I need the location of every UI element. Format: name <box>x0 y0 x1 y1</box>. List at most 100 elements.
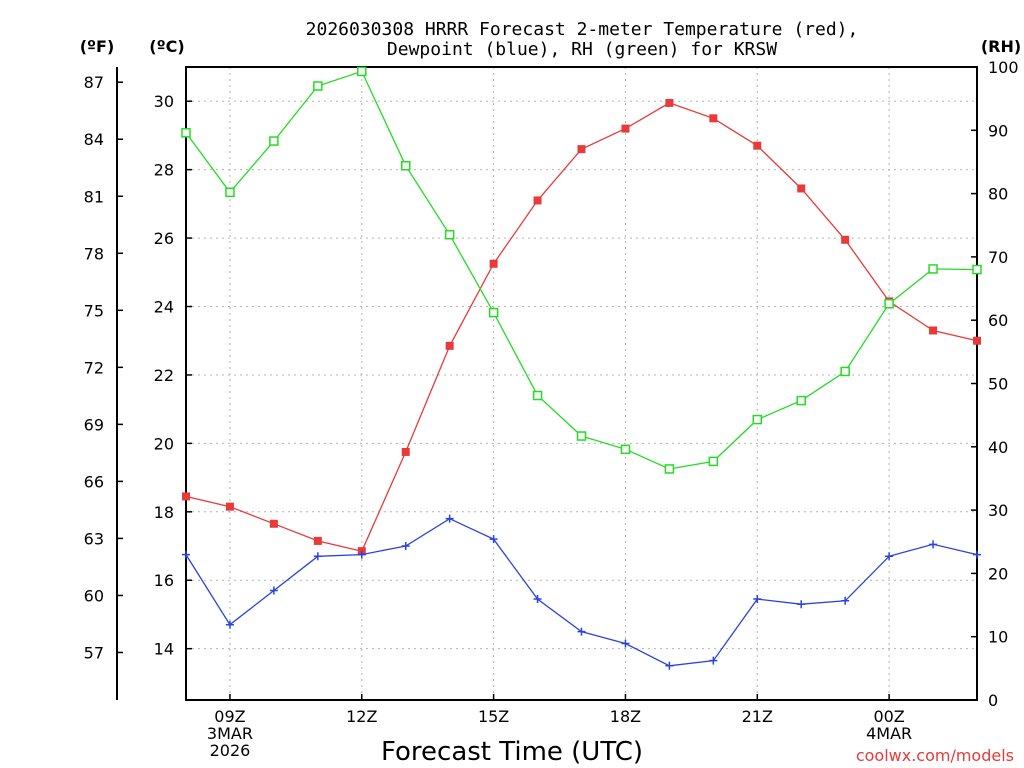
celsius-tick-label: 14 <box>154 640 174 659</box>
axes: 57 60 63 66 69 72 75 78 81 84 87 14 16 18 20 22 24 26 28 30… <box>84 58 1019 760</box>
x-tick-label: 15Z <box>478 707 509 726</box>
temperature-point <box>313 536 322 545</box>
dewpoint-point <box>182 550 190 559</box>
dewpoint-point <box>665 661 674 670</box>
rh-tick-label: 30 <box>988 501 1008 520</box>
fahrenheit-tick-label: 81 <box>84 187 104 206</box>
temperature-point <box>973 336 981 345</box>
rh-tick-label: 20 <box>988 564 1008 583</box>
x-tick-label: 2026 <box>210 741 251 760</box>
rh-point <box>444 229 455 240</box>
fahrenheit-tick-label: 60 <box>84 586 104 605</box>
celsius-axis-label: (ºC) <box>149 37 184 56</box>
fahrenheit-tick-label: 57 <box>84 643 104 662</box>
temperature-point <box>577 145 586 154</box>
dewpoint-line <box>185 517 978 667</box>
rh-point <box>840 366 850 377</box>
series-rh <box>181 66 982 474</box>
dewpoint-point <box>885 552 894 561</box>
temperature-point <box>445 341 454 350</box>
celsius-tick-label: 18 <box>154 503 174 522</box>
rh-tick-label: 70 <box>988 248 1008 267</box>
celsius-tick-label: 22 <box>154 366 174 385</box>
celsius-tick-label: 24 <box>154 298 174 317</box>
rh-axis-label: (RH) <box>981 37 1021 56</box>
celsius-tick-label: 28 <box>154 161 174 180</box>
temperature-point <box>753 141 762 150</box>
dewpoint-point <box>841 596 850 605</box>
rh-tick-label: 80 <box>988 185 1008 204</box>
rh-point <box>664 464 675 474</box>
x-tick-label: 18Z <box>610 707 641 726</box>
dewpoint-point <box>797 600 806 609</box>
celsius-tick-label: 16 <box>154 571 174 590</box>
dewpoint-point <box>621 639 630 648</box>
fahrenheit-tick-label: 63 <box>84 529 104 548</box>
temperature-point <box>269 519 278 528</box>
rh-tick-label: 90 <box>988 121 1008 140</box>
fahrenheit-tick-label: 66 <box>84 472 104 491</box>
rh-point <box>357 66 367 77</box>
fahrenheit-axis-label: (ºF) <box>80 37 115 56</box>
rh-point <box>928 264 938 274</box>
x-tick-label: 09Z <box>214 707 245 726</box>
fahrenheit-tick-label: 87 <box>84 73 104 92</box>
dewpoint-point <box>709 656 718 665</box>
rh-point <box>225 187 235 198</box>
dewpoint-point <box>489 535 498 544</box>
dewpoint-point <box>445 514 454 523</box>
rh-point <box>313 81 323 91</box>
rh-tick-label: 0 <box>988 691 998 710</box>
rh-tick-label: 10 <box>988 628 1008 647</box>
temperature-point <box>489 259 498 268</box>
celsius-tick-label: 30 <box>154 92 174 111</box>
rh-tick-label: 50 <box>988 375 1008 394</box>
data-series <box>181 66 982 670</box>
source-credit: coolwx.com/models <box>856 746 1014 765</box>
temperature-point <box>225 502 234 511</box>
rh-point <box>972 264 982 275</box>
dewpoint-point <box>533 595 542 604</box>
dewpoint-point <box>401 542 410 551</box>
series-temperature <box>182 98 981 556</box>
grid-lines <box>186 67 977 700</box>
temperature-point <box>841 235 850 244</box>
rh-point <box>796 395 806 406</box>
temperature-point <box>797 184 806 193</box>
rh-point <box>269 136 279 146</box>
rh-point <box>532 390 543 401</box>
fahrenheit-tick-label: 84 <box>84 130 104 149</box>
rh-point <box>488 307 499 318</box>
temperature-point <box>182 492 190 501</box>
rh-tick-label: 40 <box>988 438 1008 457</box>
rh-point <box>181 128 191 138</box>
dewpoint-point <box>973 550 981 559</box>
dewpoint-point <box>753 595 762 604</box>
temperature-point <box>665 98 674 107</box>
rh-point <box>752 414 763 425</box>
rh-tick-label: 100 <box>988 58 1019 77</box>
fahrenheit-tick-label: 75 <box>84 301 104 320</box>
fahrenheit-tick-label: 78 <box>84 244 104 263</box>
x-tick-label: 00Z <box>873 707 904 726</box>
temperature-point <box>621 124 630 133</box>
temperature-point <box>533 196 542 205</box>
dewpoint-point <box>269 586 278 595</box>
celsius-tick-label: 26 <box>154 229 174 248</box>
series-dewpoint <box>182 514 981 670</box>
dewpoint-point <box>313 552 322 561</box>
chart-title-line-1: 2026030308 HRRR Forecast 2-meter Tempera… <box>306 19 859 40</box>
rh-point <box>620 444 631 455</box>
rh-point <box>400 160 411 171</box>
chart-title-line-2: Dewpoint (blue), RH (green) for KRSW <box>387 39 777 60</box>
fahrenheit-tick-label: 69 <box>84 415 104 434</box>
rh-line <box>185 70 978 470</box>
temperature-point <box>401 447 410 456</box>
rh-point <box>708 456 719 467</box>
x-tick-label: 3MAR <box>207 724 253 743</box>
rh-point <box>576 431 587 441</box>
x-axis-label: Forecast Time (UTC) <box>381 737 643 767</box>
dewpoint-point <box>357 550 366 559</box>
x-tick-label: 4MAR <box>866 724 912 743</box>
